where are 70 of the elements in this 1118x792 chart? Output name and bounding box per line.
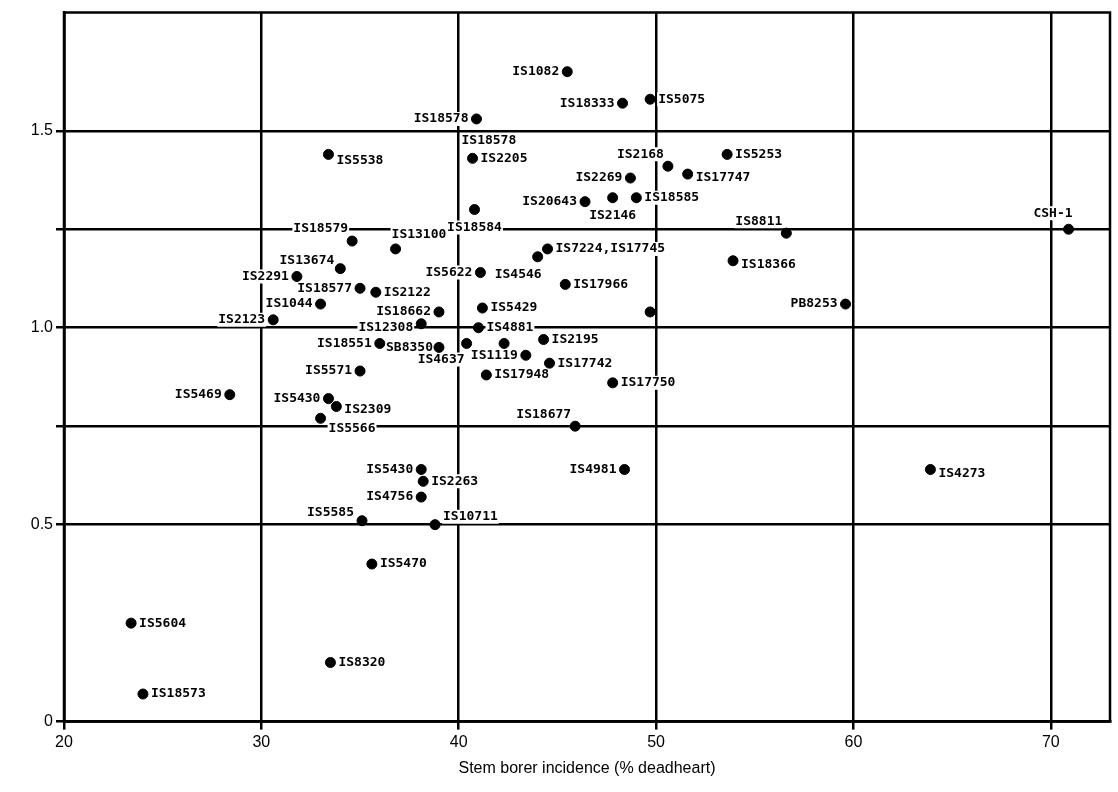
data-label: IS2123 (218, 311, 266, 327)
x-tick-label: 20 (55, 732, 73, 750)
data-label: IS5075 (658, 90, 706, 106)
data-label: IS18584 (447, 218, 503, 234)
data-label: IS2205 (480, 149, 528, 165)
data-label: IS18573 (150, 685, 206, 701)
data-label: IS8811 (735, 212, 783, 228)
data-label: IS2122 (383, 283, 431, 299)
data-label: IS5470 (379, 555, 428, 571)
x-axis-title: Stem borer incidence (% deadheart) (458, 758, 716, 776)
data-label: IS2146 (589, 207, 637, 223)
data-label: IS17750 (620, 374, 676, 390)
x-tick-label: 50 (647, 732, 666, 750)
data-label: IS5604 (139, 614, 187, 630)
y-tick-label: 1.5 (30, 121, 54, 139)
data-label: IS2291 (241, 267, 290, 283)
data-label: IS4981 (569, 460, 617, 476)
data-label: IS1082 (512, 63, 560, 79)
x-tick-label: 70 (1041, 732, 1060, 750)
data-label: IS13674 (279, 252, 335, 267)
data-label: IS5571 (305, 362, 353, 378)
data-label: IS18577 (297, 279, 353, 295)
data-label: IS2309 (344, 400, 392, 416)
data-label: IS5566 (328, 419, 376, 435)
data-label: IS20643 (522, 193, 578, 209)
data-label: IS18578 (413, 110, 469, 126)
data-label: IS18551 (316, 334, 372, 350)
x-tick-label: 30 (252, 732, 271, 750)
y-tick-label: 1.0 (30, 318, 54, 336)
data-label: IS5429 (490, 299, 538, 315)
data-label: IS2168 (616, 145, 665, 161)
data-label: IS5430 (273, 389, 321, 405)
x-tick-label: 60 (844, 732, 863, 750)
data-label: IS4637 (417, 350, 465, 366)
data-label: IS4881 (486, 319, 534, 335)
data-label: IS5469 (174, 386, 222, 402)
data-label: IS4273 (938, 464, 986, 480)
data-label: IS18585 (644, 189, 700, 205)
data-label: IS4546 (494, 266, 542, 282)
data-label: IS18333 (559, 94, 615, 110)
y-tick-label: 0.5 (30, 515, 54, 533)
data-label: IS1119 (470, 346, 518, 362)
data-label: IS5538 (336, 151, 384, 167)
data-label: IS8320 (338, 653, 386, 669)
data-label: IS2269 (575, 169, 623, 185)
data-label: IS7224,IS17745 (555, 240, 666, 256)
data-label: IS18366 (741, 256, 797, 272)
data-label: IS18662 (376, 303, 431, 319)
data-label: IS17948 (494, 366, 550, 382)
data-label: IS18677 (516, 405, 572, 421)
data-label: CSH-1 (1033, 204, 1073, 220)
data-label: IS17747 (695, 169, 751, 185)
y-tick-label: 0 (44, 712, 54, 730)
data-label: IS17742 (557, 354, 613, 370)
data-label: IS4756 (366, 488, 414, 504)
data-label: IS5585 (307, 504, 355, 520)
data-label: PB8253 (790, 295, 838, 311)
data-label: IS5430 (366, 460, 414, 476)
data-label: IS2195 (551, 330, 599, 346)
data-label: IS18579 (293, 220, 349, 236)
data-label: IS1044 (265, 295, 313, 311)
data-label: IS5253 (735, 145, 783, 161)
data-label: IS12308 (358, 319, 414, 335)
x-tick-label: 40 (449, 732, 468, 750)
data-label: IS2263 (431, 472, 479, 488)
data-label: IS10711 (443, 508, 498, 524)
data-label: IS13100 (391, 226, 447, 242)
annotation: IS18578 (461, 131, 517, 147)
data-label: IS5622 (425, 263, 473, 279)
data-label: IS17966 (573, 275, 629, 291)
